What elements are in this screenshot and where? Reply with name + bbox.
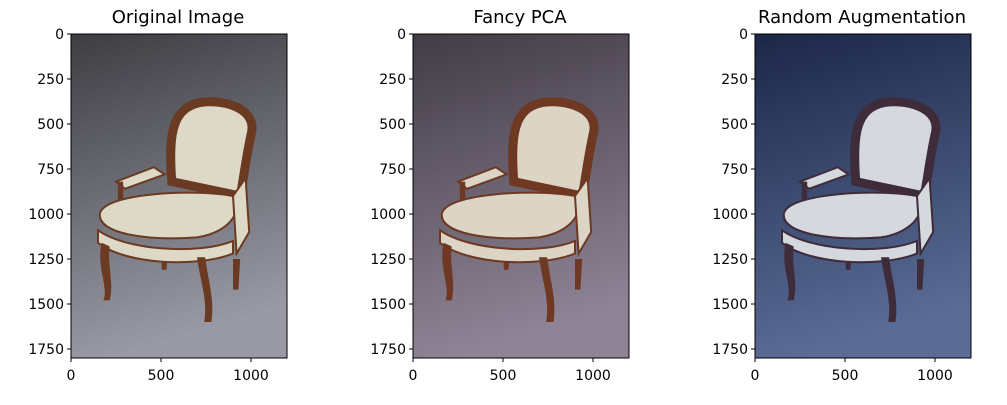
y-tick-label: 1250 xyxy=(28,252,64,268)
y-tick-label: 750 xyxy=(379,162,406,178)
y-tick-label: 250 xyxy=(721,72,748,88)
chair-arm-support xyxy=(117,181,124,207)
y-tick-label: 1500 xyxy=(712,297,748,313)
subplot-title: Original Image xyxy=(112,7,245,28)
axes-frame xyxy=(70,33,288,359)
y-tick-label: 1500 xyxy=(28,297,64,313)
y-tick-label: 0 xyxy=(397,27,406,43)
chair-seat xyxy=(782,191,922,240)
y-tick-label: 750 xyxy=(37,162,64,178)
x-tick-label: 0 xyxy=(409,368,418,384)
chair-back-leg xyxy=(917,259,925,290)
chair-illustration xyxy=(781,97,941,322)
chair-front-leg xyxy=(881,257,897,322)
x-tick-label: 500 xyxy=(490,368,517,384)
x-tick-label: 0 xyxy=(751,368,760,384)
chair-illustration xyxy=(97,97,257,322)
y-tick-label: 250 xyxy=(379,72,406,88)
x-tick-label: 1000 xyxy=(575,368,611,384)
chair-seat xyxy=(98,191,238,240)
y-tick-label: 1250 xyxy=(712,252,748,268)
chair-seat xyxy=(440,191,580,240)
y-tick-label: 0 xyxy=(739,27,748,43)
y-tick-label: 1000 xyxy=(28,207,64,223)
chair-backrest xyxy=(850,97,941,202)
axes-frame xyxy=(412,33,630,359)
panels: Original Image 0 250 500 750 1000 1250 1500 1750… xyxy=(28,7,972,384)
chair-arm-support xyxy=(459,181,466,207)
chair-arm-support xyxy=(801,181,808,207)
chair-front-leg xyxy=(784,242,796,301)
subplot-title: Random Augmentation xyxy=(758,7,966,28)
subplot-1: Original Image 0 250 500 750 1000 1250 1500 1750… xyxy=(28,7,288,384)
chair-side xyxy=(231,175,251,257)
chair-apron xyxy=(97,228,234,264)
x-tick-label: 1000 xyxy=(233,368,269,384)
y-tick-label: 1750 xyxy=(712,342,748,358)
y-tick-label: 250 xyxy=(37,72,64,88)
chair-side xyxy=(915,175,935,257)
y-tick-label: 1750 xyxy=(28,342,64,358)
chair-back-leg xyxy=(233,259,241,290)
axes-frame xyxy=(754,33,972,359)
subplot-3: Random Augmentation 0 250 500 750 1000 1250 150… xyxy=(712,7,972,384)
chair-illustration xyxy=(439,97,599,322)
chair-back-leg xyxy=(575,259,583,290)
x-tick-label: 0 xyxy=(67,368,76,384)
chair-front-leg xyxy=(100,242,112,301)
chair-front-leg xyxy=(539,257,555,322)
y-tick-label: 0 xyxy=(55,27,64,43)
chair-backrest xyxy=(166,97,257,202)
chair-apron xyxy=(439,228,576,264)
y-tick-label: 500 xyxy=(379,117,406,133)
chair-front-leg xyxy=(197,257,213,322)
y-tick-label: 1500 xyxy=(370,297,406,313)
x-tick-label: 500 xyxy=(832,368,859,384)
subplot-title: Fancy PCA xyxy=(473,7,567,28)
y-tick-label: 1000 xyxy=(712,207,748,223)
y-tick-label: 1750 xyxy=(370,342,406,358)
y-tick-label: 500 xyxy=(37,117,64,133)
chair-front-leg xyxy=(442,242,454,301)
y-tick-label: 500 xyxy=(721,117,748,133)
y-tick-label: 750 xyxy=(721,162,748,178)
chair-apron xyxy=(781,228,918,264)
chair-backrest xyxy=(508,97,599,202)
y-tick-label: 1000 xyxy=(370,207,406,223)
chair-side xyxy=(573,175,593,257)
y-tick-label: 1250 xyxy=(370,252,406,268)
x-tick-label: 500 xyxy=(148,368,175,384)
x-tick-label: 1000 xyxy=(917,368,953,384)
